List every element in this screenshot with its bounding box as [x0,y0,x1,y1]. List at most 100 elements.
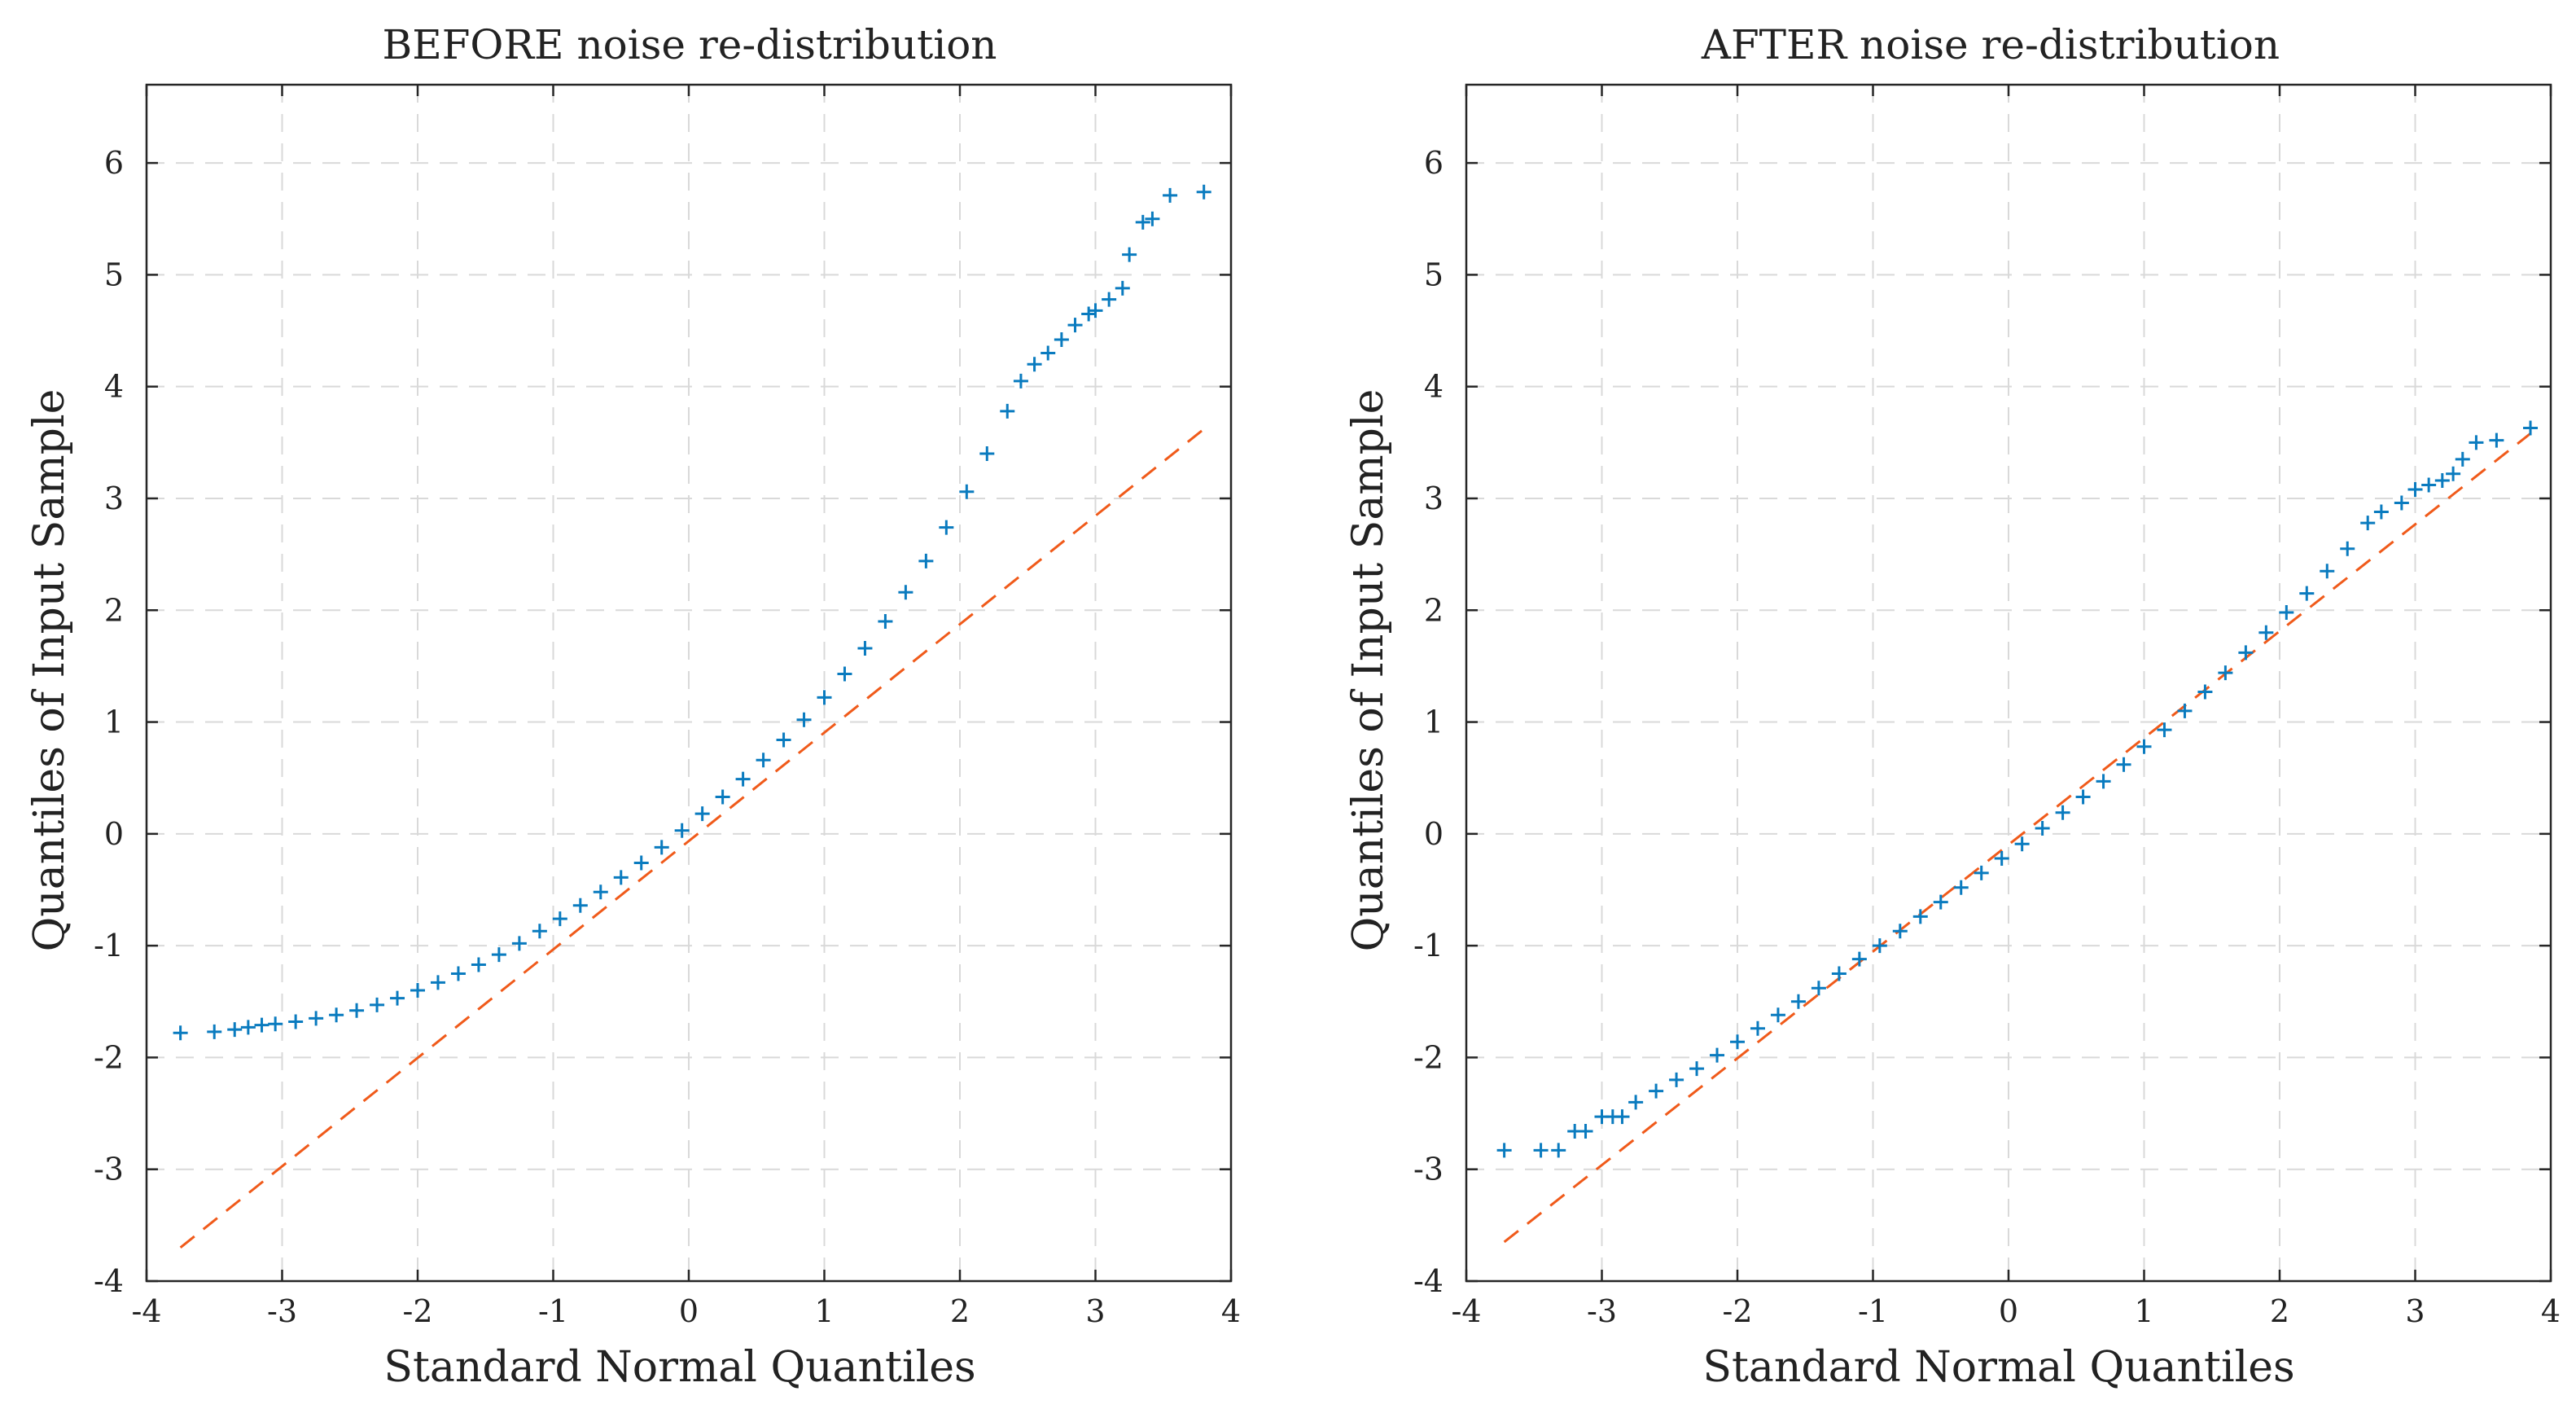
data-point [1496,1143,1512,1158]
data-point [1872,938,1887,954]
data-point [2197,684,2213,700]
y-tick-label: 4 [104,369,124,405]
data-point [2157,722,2172,738]
data-point [288,1014,304,1029]
data-point [674,823,690,838]
x-tick-label: 3 [2405,1293,2425,1329]
x-tick-label: -3 [267,1293,297,1329]
data-point [1974,865,1989,880]
data-point [2258,625,2274,640]
x-axis-label: Standard Normal Quantiles [1702,1343,2294,1392]
data-point [2469,435,2484,450]
data-point [756,753,771,768]
y-tick-label: 6 [104,145,124,181]
x-tick-label: 2 [950,1293,970,1329]
data-point [1953,880,1969,895]
data-point [254,1017,269,1033]
data-point [979,446,995,462]
y-tick-label: -2 [94,1039,124,1075]
data-point [2299,586,2315,601]
data-point [1669,1072,1684,1087]
data-point [1027,357,1042,372]
data-point [1533,1143,1549,1158]
data-point [1892,924,1908,939]
data-point [959,484,975,499]
data-point [532,924,547,939]
y-axis: -4 -3 -2 -1 0 1 2 3 4 5 6 [1413,145,2551,1299]
y-tick-label: -4 [1413,1263,1444,1299]
x-tick-label: 2 [2270,1293,2289,1329]
data-point [2523,420,2539,436]
reference-line [1503,432,2531,1244]
data-point [1730,1034,1745,1050]
data-point [2075,789,2091,805]
data-point [1851,951,1867,967]
data-point [2055,805,2070,820]
data-point [1831,966,1847,981]
data-point [430,975,445,990]
data-point [471,957,486,972]
data-point [2320,564,2335,579]
data-point [1770,1007,1785,1023]
data-point [1790,994,1806,1009]
grid [1466,85,2551,1281]
data-point [173,1025,188,1041]
qq-plot-before: BEFORE noise re-distribution Standard No… [25,21,1241,1392]
data-point [2340,541,2355,556]
data-point [633,855,649,871]
data-point [1122,247,1137,262]
data-point [857,640,873,656]
y-tick-label: -1 [94,928,124,963]
data-point [349,1003,365,1018]
data-point [1163,187,1178,203]
data-point [878,613,893,629]
data-point [1013,373,1028,388]
data-point [1578,1124,1593,1139]
x-tick-label: -1 [538,1293,568,1329]
y-tick-label: 1 [104,704,124,740]
qq-plot-after: AFTER noise re-distribution Standard Nor… [1344,21,2561,1392]
y-tick-label: 0 [1424,816,1444,852]
data-point [370,997,385,1012]
data-point [2360,516,2376,531]
x-tick-label: 0 [1999,1293,2018,1329]
data-point [918,553,934,568]
data-point [1054,332,1069,348]
data-point [796,712,812,727]
x-axis: -4 -3 -2 -1 0 1 2 3 4 [1451,85,2561,1329]
data-point [1811,981,1826,996]
data-point [1551,1143,1566,1158]
y-tick-label: 2 [1424,592,1444,628]
data-point [2455,451,2470,467]
y-axis-label: Quantiles of Input Sample [1344,389,1393,952]
data-point [715,789,730,805]
data-point [329,1007,344,1023]
data-point [2407,481,2423,497]
data-point [1081,306,1097,322]
x-tick-label: -2 [402,1293,432,1329]
data-point [1196,184,1211,200]
x-tick-label: 0 [679,1293,699,1329]
x-tick-label: -1 [1858,1293,1888,1329]
data-point [817,690,832,705]
data-point [654,840,669,855]
data-point [1145,211,1160,226]
data-point [1000,403,1015,419]
data-point [491,947,506,963]
data-point [776,732,791,748]
data-point [1689,1061,1705,1077]
grid [147,85,1231,1281]
data-point [390,990,405,1006]
data-point [694,806,710,822]
x-tick-label: 4 [2541,1293,2561,1329]
data-point [1067,318,1083,333]
data-point [613,870,629,885]
reference-line [179,428,1205,1249]
data-point [2096,774,2111,789]
chart-title: AFTER noise re-distribution [1701,21,2280,68]
data-point [898,585,913,600]
data-point [2218,665,2233,681]
data-point [2434,473,2450,489]
x-axis: -4 -3 -2 -1 0 1 2 3 4 [131,85,1241,1329]
y-tick-label: 4 [1424,369,1444,405]
